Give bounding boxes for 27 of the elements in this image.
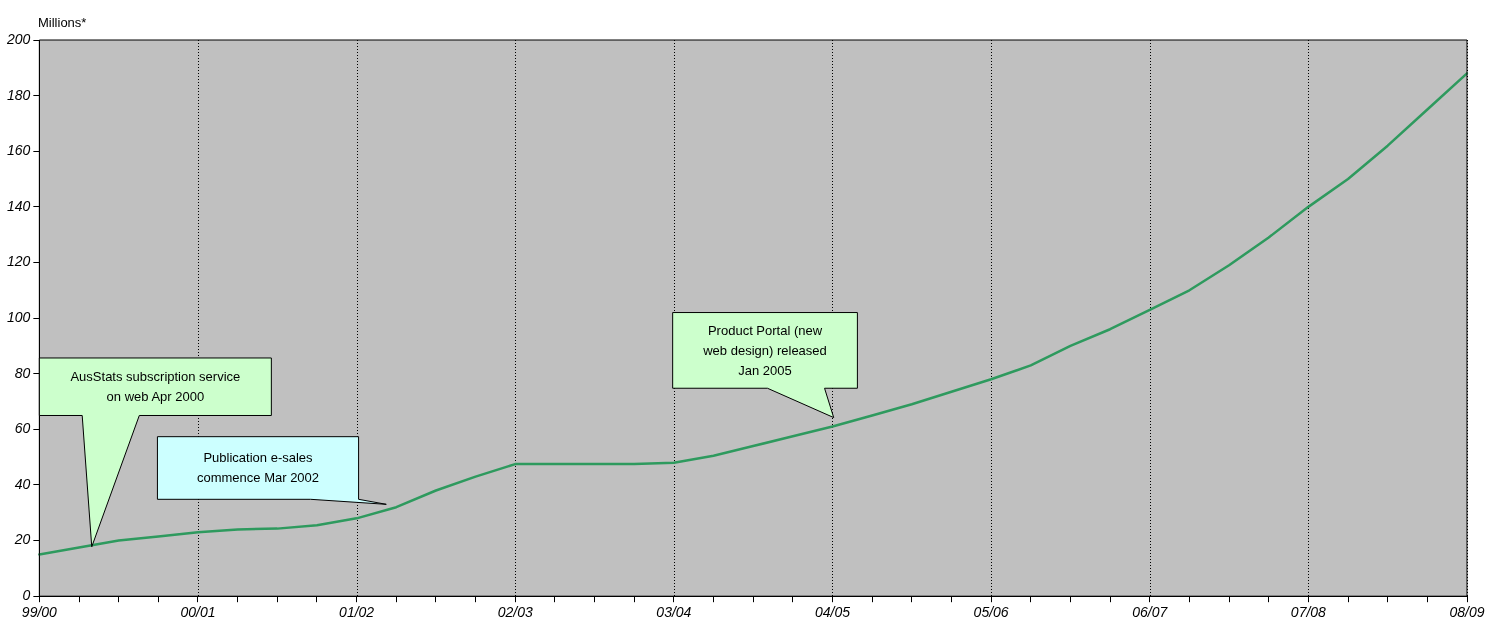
x-tick-label: 03/04 xyxy=(656,604,692,621)
y-tick-label: 160 xyxy=(7,142,31,159)
y-tick-label: 100 xyxy=(7,308,31,325)
speech-bubble: Product Portal (new web design) released Jan 2005 xyxy=(672,312,858,419)
y-tick-label: 140 xyxy=(7,197,31,214)
x-tick-label: 01/02 xyxy=(339,604,375,621)
x-tick-label: 99/00 xyxy=(21,604,58,621)
annotation: Publication e-sales commence Mar 2002 xyxy=(196,450,320,486)
x-tick-label: 08/09 xyxy=(1449,604,1485,621)
x-tick-label: 04/05 xyxy=(814,604,851,621)
y-tick-label: 40 xyxy=(14,475,31,492)
y-tick-label: 0 xyxy=(22,587,31,604)
x-tick-label: 05/06 xyxy=(973,604,1009,621)
x-tick-label: 06/07 xyxy=(1132,604,1169,621)
speech-bubble: Publication e-sales commence Mar 2002 xyxy=(156,436,387,505)
x-tick-label: 02/03 xyxy=(497,604,533,621)
y-tick-label: 20 xyxy=(13,531,31,548)
annotation: AusStats subscription service on web Apr 2000 xyxy=(70,369,241,405)
y-axis-title: Millions* xyxy=(38,15,87,31)
x-tick-label: 07/08 xyxy=(1290,604,1327,621)
y-tick-label: 60 xyxy=(14,420,31,437)
y-tick-label: 80 xyxy=(14,364,31,381)
x-tick-label: 00/01 xyxy=(180,604,216,621)
y-tick-label: 120 xyxy=(7,253,31,270)
y-tick-label: 200 xyxy=(6,30,31,47)
annotation: Product Portal (new web design) released Jan 2005 xyxy=(702,322,827,378)
y-tick-label: 180 xyxy=(7,86,31,103)
